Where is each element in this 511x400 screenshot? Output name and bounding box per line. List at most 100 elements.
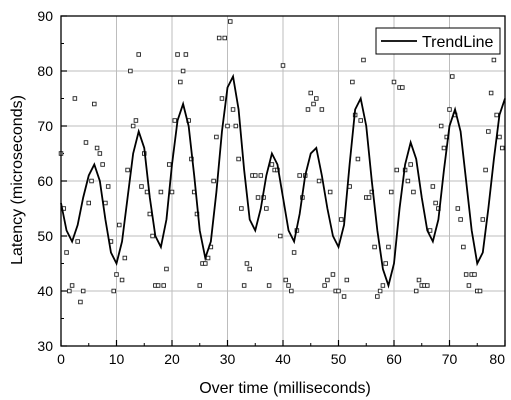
scatter-point xyxy=(225,123,230,129)
scatter-point xyxy=(425,283,430,288)
y-axis-tick-labels: 30 40 50 60 70 80 90 xyxy=(37,8,53,354)
scatter-point xyxy=(80,288,86,294)
scatter-point xyxy=(494,112,499,118)
scatter-point xyxy=(264,206,269,211)
scatter-point xyxy=(416,277,422,283)
scatter-point xyxy=(236,156,241,162)
scatter-point xyxy=(411,189,416,195)
scatter-point xyxy=(97,151,103,156)
scatter-point xyxy=(488,90,494,96)
scatter-point xyxy=(386,244,391,250)
scatter-point xyxy=(130,123,136,129)
scatter-point xyxy=(408,162,413,167)
scatter-point xyxy=(122,255,128,261)
scatter-point xyxy=(205,255,211,261)
scatter-point xyxy=(283,277,289,283)
scatter-point xyxy=(413,288,419,294)
scatter-point xyxy=(491,57,497,63)
scatter-point xyxy=(197,283,202,288)
scatter-point xyxy=(117,222,122,228)
scatter-point xyxy=(252,173,258,178)
scatter-point xyxy=(255,195,261,200)
scatter-point xyxy=(394,167,400,173)
scatter-point xyxy=(244,261,250,266)
y-tick-label-40: 40 xyxy=(37,283,53,299)
scatter-point xyxy=(114,272,119,277)
x-tick-label-60: 60 xyxy=(386,351,402,367)
scatter-point xyxy=(483,167,488,173)
scatter-point xyxy=(75,239,80,244)
legend-label-trendline: TrendLine xyxy=(422,34,494,51)
scatter-point xyxy=(311,101,316,107)
scatter-point xyxy=(103,200,108,206)
scatter-point xyxy=(172,118,178,123)
scatter-point xyxy=(269,162,275,167)
x-axis-tick-labels: 0 10 20 30 40 50 60 70 80 xyxy=(57,351,505,367)
scatter-point xyxy=(164,266,169,272)
scatter-point xyxy=(316,178,322,184)
scatter-point xyxy=(203,261,208,266)
scatter-point xyxy=(180,68,186,74)
scatter-point xyxy=(247,266,252,272)
scatter-point xyxy=(128,68,133,74)
scatter-point xyxy=(89,178,94,184)
scatter-point xyxy=(366,195,372,200)
scatter-point xyxy=(375,294,380,299)
scatter-point xyxy=(86,200,91,206)
scatter-point xyxy=(78,299,83,305)
scatter-point xyxy=(111,288,116,294)
scatter-point xyxy=(169,189,175,195)
scatter-point xyxy=(499,145,505,151)
y-tick-label-30: 30 xyxy=(37,338,53,354)
scatter-point xyxy=(388,189,394,195)
scatter-point xyxy=(100,162,105,167)
scatter-point xyxy=(239,206,244,211)
scatter-point xyxy=(277,233,283,239)
scatter-point xyxy=(119,277,125,283)
scatter-point xyxy=(133,118,139,123)
scatter-point xyxy=(228,19,233,24)
scatter-point xyxy=(67,288,72,294)
scatter-point xyxy=(72,96,78,101)
y-tick-label-90: 90 xyxy=(37,8,53,24)
scatter-point xyxy=(161,283,166,288)
scatter-point xyxy=(308,90,314,96)
y-tick-label-80: 80 xyxy=(37,63,53,79)
scatter-point xyxy=(339,217,344,222)
scatter-point xyxy=(372,244,377,250)
scatter-point xyxy=(377,288,383,294)
scatter-point xyxy=(139,184,144,189)
scatter-point xyxy=(216,35,222,41)
scatter-point xyxy=(463,272,469,277)
scatter-point xyxy=(344,277,350,283)
scatter-point xyxy=(472,272,477,277)
scatter-point xyxy=(433,200,438,206)
scatter-point xyxy=(355,156,361,162)
x-tick-label-0: 0 xyxy=(57,351,65,367)
scatter-point xyxy=(350,79,355,85)
x-tick-label-40: 40 xyxy=(275,351,291,367)
scatter-point xyxy=(458,217,463,222)
scatter-point xyxy=(480,217,486,222)
scatter-point xyxy=(438,123,444,129)
scatter-point xyxy=(175,52,180,57)
scatter-point xyxy=(155,283,161,288)
scatter-point xyxy=(266,283,272,288)
scatter-point xyxy=(280,63,286,68)
scatter-point xyxy=(455,206,461,211)
scatter-point xyxy=(241,283,247,288)
scatter-point xyxy=(314,96,319,101)
scatter-point xyxy=(166,162,172,167)
legend: TrendLine xyxy=(375,27,501,55)
scatter-point xyxy=(150,233,155,239)
scatter-point xyxy=(158,189,164,195)
scatter-point xyxy=(330,272,336,277)
scatter-point xyxy=(211,178,216,184)
scatter-point xyxy=(105,184,111,189)
scatter-point xyxy=(219,96,225,101)
x-tick-label-20: 20 xyxy=(164,351,180,367)
y-tick-label-60: 60 xyxy=(37,173,53,189)
data-points xyxy=(58,19,505,305)
scatter-point xyxy=(341,294,347,299)
